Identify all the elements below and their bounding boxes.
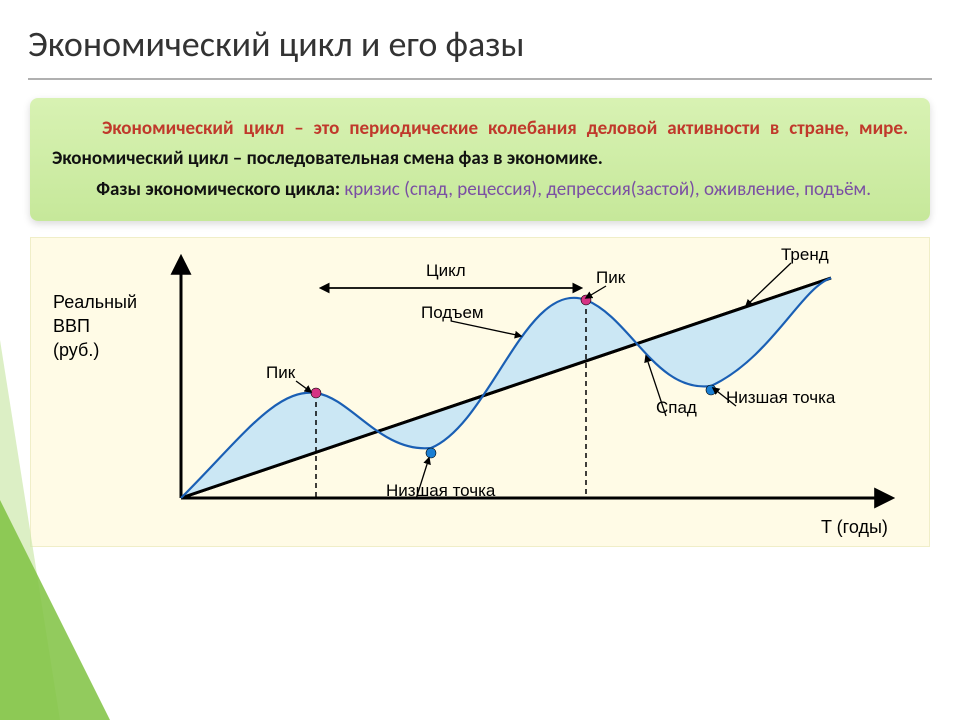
title-underline [28,78,932,80]
label-peak-1: Пик [266,363,296,382]
definition-para-2: Фазы экономического цикла: кризис (спад,… [52,175,908,205]
phases-list: кризис (спад, рецессия), депрессия(засто… [344,178,871,201]
definition-box: Экономический цикл – это периодические к… [30,98,930,221]
page-title: Экономический цикл и его фазы [28,22,932,66]
label-cycle: Цикл [426,261,466,280]
phases-label: Фазы экономического цикла: [96,178,344,201]
trough-2 [706,385,716,395]
term-1: Экономический цикл [102,117,284,140]
svg-text:Реальный: Реальный [53,292,137,312]
def-1-black: Экономический цикл – последовательная см… [52,147,603,170]
chart-svg: РеальныйВВП(руб.)T (годы) ТрендЦиклПикПи… [31,238,931,548]
trough-1 [426,448,436,458]
label-recession: Спад [656,398,697,417]
label-trend: Тренд [781,245,829,264]
def-1-red: – это периодические колебания деловой ак… [294,117,908,140]
definition-para-1: Экономический цикл – это периодические к… [52,114,908,175]
label-peak-2: Пик [596,268,626,287]
svg-text:ВВП: ВВП [53,316,90,336]
deco-triangle-dark [0,500,110,720]
svg-text:T (годы): T (годы) [821,517,888,537]
label-trough-1: Низшая точка [386,481,496,500]
label-boom: Подъем [421,303,484,322]
cycle-chart: РеальныйВВП(руб.)T (годы) ТрендЦиклПикПи… [30,237,930,547]
peak-1 [311,388,321,398]
label-trough-2: Низшая точка [726,388,836,407]
